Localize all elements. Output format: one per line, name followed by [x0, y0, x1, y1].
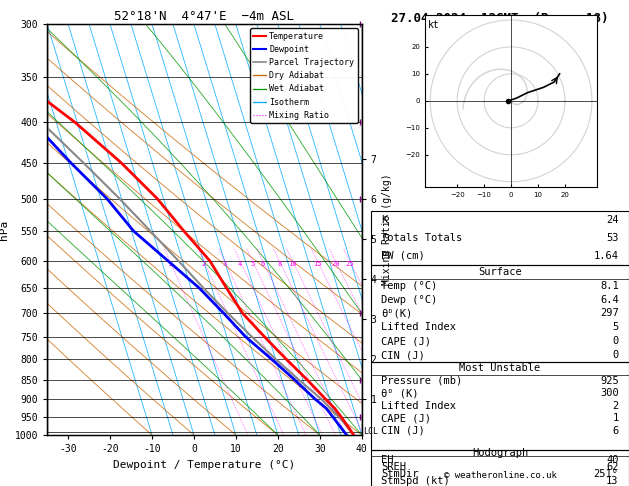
Text: StmSpd (kt): StmSpd (kt): [381, 475, 450, 486]
Text: 40: 40: [606, 455, 619, 465]
Text: 5: 5: [250, 260, 255, 267]
Text: kt: kt: [428, 20, 440, 30]
Text: 13: 13: [606, 475, 619, 486]
Text: 1.64: 1.64: [594, 251, 619, 261]
X-axis label: Dewpoint / Temperature (°C): Dewpoint / Temperature (°C): [113, 460, 296, 469]
Text: 20: 20: [331, 260, 340, 267]
Text: 24: 24: [606, 215, 619, 226]
Text: CIN (J): CIN (J): [381, 350, 425, 360]
Text: Most Unstable: Most Unstable: [459, 364, 541, 373]
Bar: [371, 265, 629, 362]
Text: 10: 10: [288, 260, 297, 267]
Text: 8: 8: [277, 260, 281, 267]
Legend: Temperature, Dewpoint, Parcel Trajectory, Dry Adiabat, Wet Adiabat, Isotherm, Mi: Temperature, Dewpoint, Parcel Trajectory…: [250, 29, 357, 123]
Text: Dewp (°C): Dewp (°C): [381, 295, 438, 305]
Text: PW (cm): PW (cm): [381, 251, 425, 261]
Text: 0: 0: [613, 350, 619, 360]
Text: StmDir: StmDir: [381, 469, 419, 479]
Text: Hodograph: Hodograph: [472, 448, 528, 458]
Text: Temp (°C): Temp (°C): [381, 281, 438, 291]
Text: Surface: Surface: [478, 267, 522, 277]
Y-axis label: hPa: hPa: [0, 220, 9, 240]
Text: 5: 5: [613, 322, 619, 332]
Text: Totals Totals: Totals Totals: [381, 233, 463, 243]
Text: 251°: 251°: [594, 469, 619, 479]
Bar: [371, 450, 629, 486]
Text: 25: 25: [345, 260, 354, 267]
Title: 52°18'N  4°47'E  −4m ASL: 52°18'N 4°47'E −4m ASL: [114, 10, 294, 23]
Text: 2: 2: [201, 260, 206, 267]
Text: 15: 15: [313, 260, 321, 267]
Text: 4: 4: [238, 260, 242, 267]
Text: CAPE (J): CAPE (J): [381, 413, 431, 423]
Text: 3: 3: [223, 260, 227, 267]
Text: 1: 1: [613, 413, 619, 423]
Text: Lifted Index: Lifted Index: [381, 322, 457, 332]
Text: 6.4: 6.4: [600, 295, 619, 305]
Text: 300: 300: [600, 388, 619, 399]
Text: Pressure (mb): Pressure (mb): [381, 376, 463, 386]
Bar: [371, 211, 629, 265]
Text: EH: EH: [381, 455, 394, 465]
Y-axis label: Mixing Ratio (g/kg): Mixing Ratio (g/kg): [382, 174, 392, 285]
Text: 6: 6: [260, 260, 265, 267]
Text: CIN (J): CIN (J): [381, 426, 425, 436]
Text: 297: 297: [600, 309, 619, 318]
Text: 0: 0: [613, 336, 619, 346]
Text: 6: 6: [613, 426, 619, 436]
Text: SREH: SREH: [381, 462, 406, 472]
Text: θᴰ (K): θᴰ (K): [381, 388, 419, 399]
Text: K: K: [381, 215, 387, 226]
Text: 1: 1: [167, 260, 172, 267]
Text: Lifted Index: Lifted Index: [381, 401, 457, 411]
Text: 925: 925: [600, 376, 619, 386]
Text: 2: 2: [613, 401, 619, 411]
Text: LCL: LCL: [363, 427, 378, 436]
Text: θᴰ(K): θᴰ(K): [381, 309, 413, 318]
Text: 53: 53: [606, 233, 619, 243]
Text: 62: 62: [606, 462, 619, 472]
Bar: [371, 362, 629, 450]
Text: 27.04.2024  12GMT  (Base: 18): 27.04.2024 12GMT (Base: 18): [391, 12, 609, 25]
Text: CAPE (J): CAPE (J): [381, 336, 431, 346]
Text: 8.1: 8.1: [600, 281, 619, 291]
Text: © weatheronline.co.uk: © weatheronline.co.uk: [443, 471, 557, 480]
